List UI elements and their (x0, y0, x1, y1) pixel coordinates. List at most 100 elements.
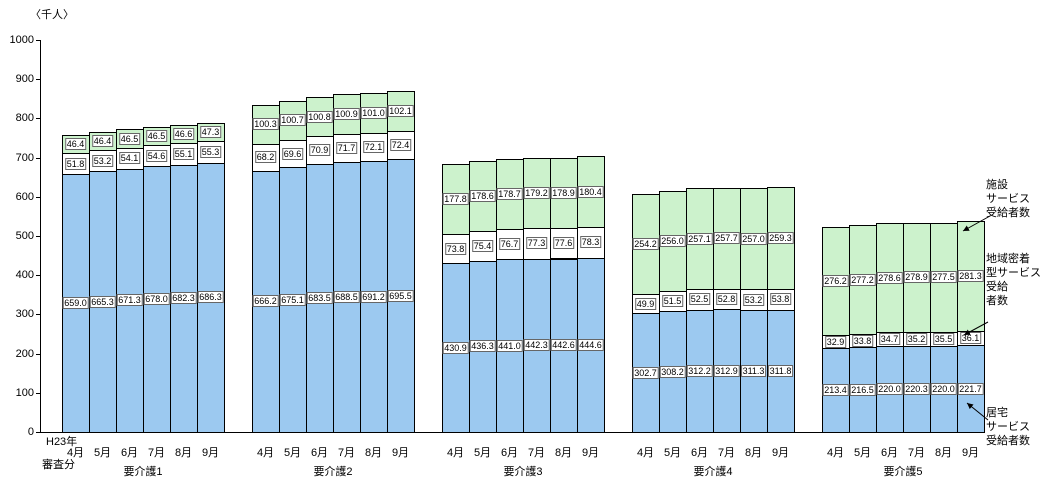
x-group-label: 要介護1 (123, 466, 163, 478)
y-tick (36, 353, 40, 355)
bar-value-label-community: 51.5 (661, 295, 684, 308)
x-group-label: 要介護4 (693, 466, 733, 478)
annotation-community-service-label: 地域密着 型サービス 受給 者数 (986, 253, 1041, 307)
y-axis (40, 40, 41, 433)
bar-value-label-facility: 46.5 (145, 129, 168, 142)
x-tick-month: 8月 (554, 447, 573, 459)
x-tick-month: 4月 (256, 447, 275, 459)
x-tick-month: 4月 (66, 447, 85, 459)
bar-value-label-home: 688.5 (333, 291, 360, 304)
x-tick-month: 9月 (581, 447, 600, 459)
bar-value-label-facility: 100.7 (279, 114, 306, 127)
bar-value-label-community: 78.3 (579, 236, 602, 249)
bar-value-label-facility: 254.2 (632, 237, 659, 250)
bar-value-label-community: 77.6 (552, 237, 575, 250)
bar-value-label-facility: 178.7 (496, 188, 523, 201)
bar-value-label-home: 442.3 (523, 339, 550, 352)
bar-value-label-home: 312.9 (713, 364, 740, 377)
x-tick-month: 7月 (907, 447, 926, 459)
bar-value-label-home: 213.4 (822, 384, 849, 397)
y-tick-label: 600 (15, 190, 34, 203)
bar-value-label-facility: 100.3 (252, 118, 279, 131)
bar-value-label-community: 53.2 (742, 293, 765, 306)
x-tick-month: 8月 (174, 447, 193, 459)
y-tick (36, 236, 40, 237)
y-tick (36, 118, 40, 120)
bar-value-label-facility: 46.4 (64, 138, 87, 151)
x-tick-month: 5月 (663, 447, 682, 459)
bar-value-label-facility: 281.3 (957, 269, 984, 282)
y-tick (36, 157, 40, 159)
bar-value-label-community: 32.9 (824, 335, 847, 348)
bar-value-label-community: 35.2 (905, 332, 928, 345)
bar-value-label-home: 678.0 (143, 293, 170, 306)
bar-value-label-home: 665.3 (89, 295, 116, 308)
bar-value-label-home: 220.3 (903, 382, 930, 395)
bar-value-label-community: 73.8 (444, 242, 467, 255)
bar-value-label-home: 695.5 (387, 289, 414, 302)
x-tick-month: 6月 (310, 447, 329, 459)
x-tick-month: 8月 (364, 447, 383, 459)
bar-value-label-facility: 102.1 (387, 104, 414, 117)
x-tick-month: 7月 (527, 447, 546, 459)
bar-value-label-community: 35.5 (932, 332, 955, 345)
y-tick-label: 0 (27, 426, 34, 438)
bar-value-label-home: 436.3 (469, 340, 496, 353)
bar-value-label-community: 70.9 (308, 144, 331, 157)
bar-value-label-community: 51.8 (64, 157, 87, 170)
bar-value-label-facility: 178.6 (469, 190, 496, 203)
bar-value-label-community: 54.1 (118, 152, 141, 165)
bar-value-label-facility: 178.9 (550, 187, 577, 200)
bar-value-label-facility: 257.0 (740, 232, 767, 245)
bar-value-label-community: 55.3 (199, 146, 222, 159)
bar-value-label-community: 53.8 (769, 293, 792, 306)
bar-value-label-community: 77.3 (525, 237, 548, 250)
x-tick-month: 5月 (473, 447, 492, 459)
axis-note-review: 審査分 (42, 459, 75, 471)
bar-value-label-facility: 179.2 (523, 187, 550, 200)
bar-value-label-home: 444.6 (577, 338, 604, 351)
x-tick-month: 4月 (636, 447, 655, 459)
x-tick-month: 4月 (446, 447, 465, 459)
y-axis-unit-label: 〈千人〉 (30, 9, 74, 21)
x-tick-month: 6月 (120, 447, 139, 459)
x-tick-month: 6月 (500, 447, 519, 459)
bar-value-label-community: 36.1 (959, 332, 982, 345)
bar-value-label-home: 430.9 (442, 341, 469, 354)
y-tick-label: 500 (15, 230, 34, 242)
bar-value-label-facility: 46.5 (118, 132, 141, 145)
bar-value-label-community: 71.7 (335, 142, 358, 155)
annotation-home-service-label: 居宅 サービス 受給者数 (986, 407, 1030, 447)
bar-value-label-home: 221.7 (957, 382, 984, 395)
x-tick-month: 8月 (934, 447, 953, 459)
x-tick-month: 8月 (744, 447, 763, 459)
x-tick-month: 5月 (853, 447, 872, 459)
bar-value-label-community: 49.9 (634, 297, 657, 310)
bar-value-label-facility: 256.0 (659, 234, 686, 247)
bar-value-label-community: 54.6 (145, 149, 168, 162)
bar-value-label-facility: 257.7 (713, 232, 740, 245)
bar-value-label-facility: 257.1 (686, 232, 713, 245)
x-group-label: 要介護5 (883, 466, 923, 478)
y-tick (36, 40, 40, 41)
y-tick (36, 196, 40, 198)
bar-value-label-home: 659.0 (62, 296, 89, 309)
bar-value-label-community: 72.1 (362, 140, 385, 153)
bar-value-label-community: 72.4 (389, 139, 412, 152)
bar-value-label-home: 691.2 (360, 290, 387, 303)
x-group-label: 要介護2 (313, 466, 353, 478)
y-tick-label: 200 (15, 347, 34, 360)
y-tick-label: 100 (15, 386, 34, 399)
bar-value-label-facility: 278.6 (876, 271, 903, 284)
y-tick-label: 1000 (9, 34, 34, 46)
bar-value-label-home: 442.6 (550, 339, 577, 352)
bar-value-label-community: 34.7 (878, 332, 901, 345)
bar-value-label-home: 311.8 (767, 364, 794, 377)
bar-value-label-community: 53.2 (91, 154, 114, 167)
bar-value-label-home: 216.5 (849, 383, 876, 396)
bar-value-label-facility: 101.0 (360, 106, 387, 119)
y-tick-label: 300 (15, 308, 34, 321)
x-tick-month: 9月 (391, 447, 410, 459)
annotation-facility-service-label: 施設 サービス 受給者数 (986, 179, 1030, 219)
